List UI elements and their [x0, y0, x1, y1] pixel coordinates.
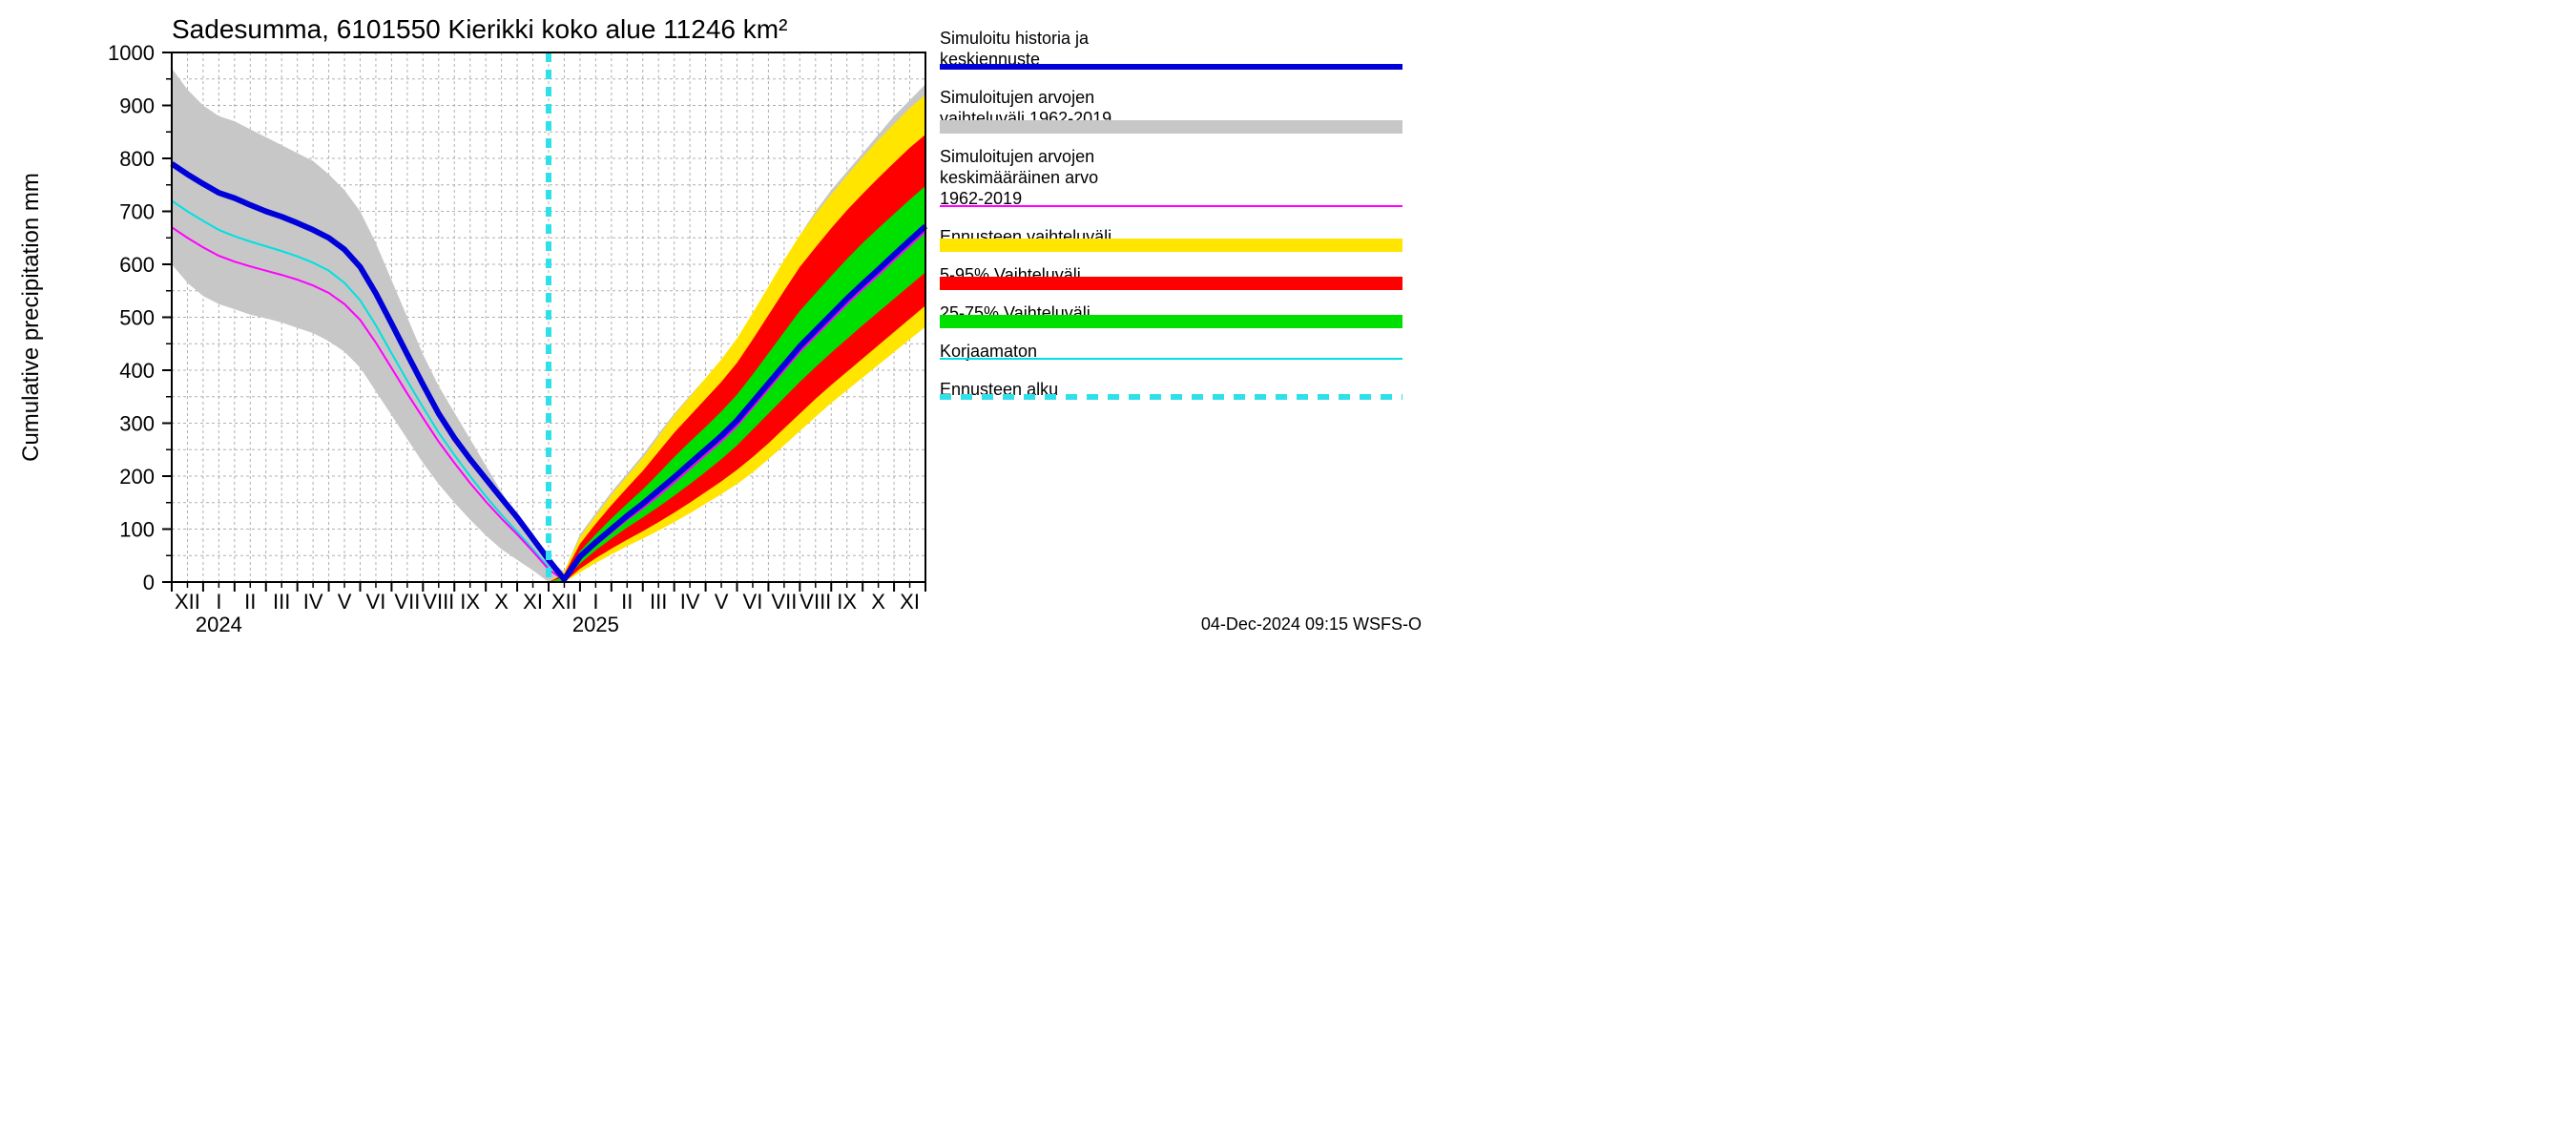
x-tick-label: II — [621, 590, 633, 614]
year-label-left: 2024 — [196, 613, 242, 636]
x-tick-label: X — [494, 590, 509, 614]
legend-swatch — [940, 239, 1402, 252]
x-tick-label: VIII — [423, 590, 454, 614]
y-axis-label: Cumulative precipitation mm — [18, 173, 44, 462]
y-tick-label: 600 — [119, 253, 155, 277]
y-tick-label: 500 — [119, 306, 155, 330]
legend-label: Ennusteen alku — [940, 380, 1058, 399]
footer-text: 04-Dec-2024 09:15 WSFS-O — [1201, 614, 1422, 634]
x-tick-label: V — [715, 590, 729, 614]
x-tick-label: IX — [837, 590, 857, 614]
y-tick-label: 100 — [119, 518, 155, 542]
x-tick-label: VII — [394, 590, 420, 614]
x-tick-label: I — [216, 590, 221, 614]
x-tick-label: III — [273, 590, 290, 614]
legend-swatch — [940, 120, 1402, 134]
x-tick-label: XI — [523, 590, 543, 614]
x-tick-label: V — [338, 590, 352, 614]
x-tick-label: XII — [551, 590, 577, 614]
y-tick-label: 700 — [119, 200, 155, 224]
x-tick-label: IV — [680, 590, 700, 614]
y-tick-label: 300 — [119, 412, 155, 436]
x-tick-label: XI — [900, 590, 920, 614]
y-tick-label: 0 — [143, 571, 155, 594]
legend-label: Simuloitu historia ja — [940, 29, 1090, 48]
x-tick-label: IV — [303, 590, 323, 614]
y-tick-label: 1000 — [108, 41, 155, 65]
x-tick-label: VII — [771, 590, 797, 614]
x-tick-label: III — [650, 590, 667, 614]
x-tick-label: X — [871, 590, 885, 614]
x-tick-label: IX — [460, 590, 480, 614]
legend-swatch — [940, 277, 1402, 290]
legend-label: keskimääräinen arvo — [940, 168, 1098, 187]
y-tick-label: 200 — [119, 465, 155, 489]
x-tick-label: II — [244, 590, 256, 614]
y-tick-label: 900 — [119, 94, 155, 118]
chart-title: Sadesumma, 6101550 Kierikki koko alue 11… — [172, 14, 787, 44]
x-tick-label: VIII — [800, 590, 831, 614]
x-tick-label: VI — [743, 590, 763, 614]
legend-swatch — [940, 315, 1402, 328]
legend-label: Simuloitujen arvojen — [940, 147, 1094, 166]
x-tick-label: VI — [366, 590, 386, 614]
y-tick-label: 800 — [119, 147, 155, 171]
x-tick-label: I — [592, 590, 598, 614]
year-label-right: 2025 — [572, 613, 619, 636]
legend-label: Simuloitujen arvojen — [940, 88, 1094, 107]
y-tick-label: 400 — [119, 359, 155, 383]
x-tick-label: XII — [175, 590, 200, 614]
